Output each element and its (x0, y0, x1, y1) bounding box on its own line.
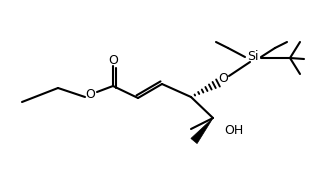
Polygon shape (191, 118, 213, 143)
Text: O: O (218, 71, 228, 84)
Text: O: O (108, 54, 118, 67)
Text: O: O (85, 88, 95, 101)
Text: OH: OH (224, 123, 244, 136)
Text: Si: Si (247, 50, 259, 63)
